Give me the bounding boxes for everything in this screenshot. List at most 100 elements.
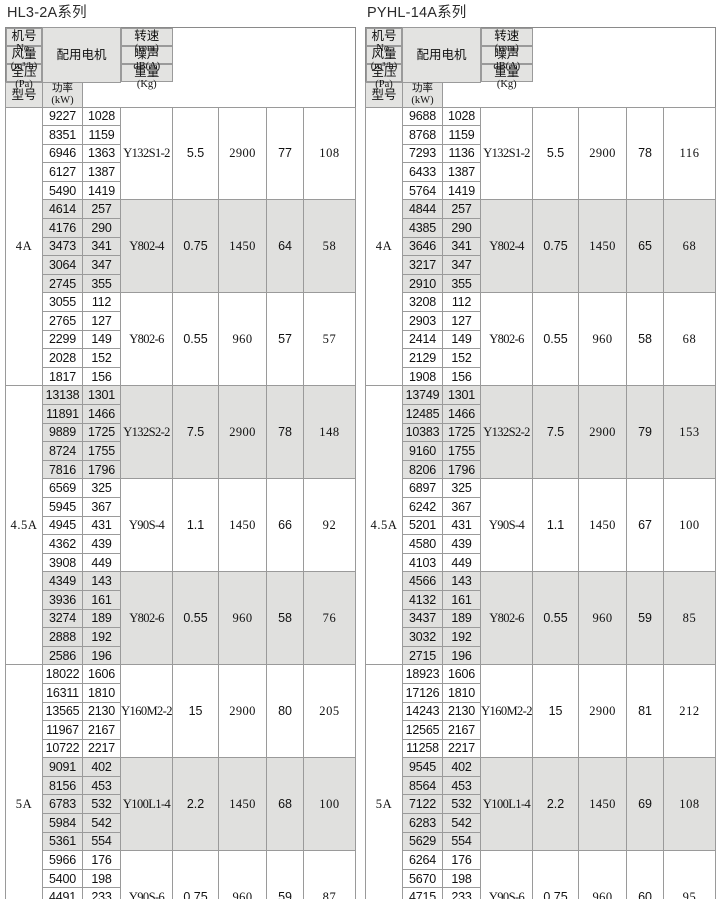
table-row: 7122 532 — [366, 794, 716, 815]
pressure-cell: 341 — [441, 236, 482, 257]
airflow-cell: 2028 — [42, 348, 83, 368]
header-motor-model-right: 型号 — [365, 82, 403, 108]
pressure-cell: 290 — [441, 218, 482, 238]
table-row: 3032 192 — [366, 627, 716, 647]
airflow-cell: 2745 — [42, 273, 83, 294]
table-row: 5984 542 — [6, 813, 356, 833]
machine-no-cell: 4A — [5, 106, 43, 387]
weight-cell: 205 — [303, 664, 357, 759]
table-row: 2903 127 — [366, 311, 716, 331]
motor-power-cell: 7.5 — [532, 385, 580, 480]
header-noise-right: 噪声 dB(A) — [481, 46, 533, 72]
speed-cell: 1450 — [218, 757, 268, 852]
table-row: 4176 290 — [6, 218, 356, 238]
machine-no-cell: 4.5A — [365, 385, 403, 666]
speed-cell: 2900 — [218, 664, 268, 759]
airflow-cell: 4132 — [402, 589, 443, 610]
table-row: 14243 2130 — [366, 701, 716, 722]
airflow-cell: 14243 — [402, 701, 443, 722]
pressure-cell: 149 — [81, 329, 122, 350]
speed-cell: 960 — [218, 292, 268, 387]
pressure-cell: 554 — [81, 831, 122, 852]
pressure-cell: 1159 — [81, 125, 122, 145]
table-row: 4945 431 — [6, 515, 356, 536]
airflow-cell: 3064 — [42, 255, 83, 275]
pressure-cell: 325 — [441, 478, 482, 498]
table-row: 3908 449 — [6, 552, 356, 573]
speed-cell: 2900 — [218, 106, 268, 201]
airflow-cell: 3437 — [402, 608, 443, 629]
table-row: 3437 189 — [366, 608, 716, 629]
header-noise-left: 噪声 dB(A) — [121, 46, 173, 72]
pressure-cell: 1755 — [81, 441, 122, 461]
pressure-cell: 156 — [441, 366, 482, 387]
airflow-cell: 6283 — [402, 813, 443, 833]
table-row: 5490 1419 — [6, 180, 356, 201]
weight-cell: 58 — [303, 199, 357, 294]
motor-model-cell: Y132S2-2 — [480, 385, 534, 480]
table-row: 5670 198 — [366, 868, 716, 889]
table-row: 3646 341 — [366, 236, 716, 257]
pressure-cell: 341 — [81, 236, 122, 257]
noise-cell: 58 — [266, 571, 305, 666]
pressure-cell: 1796 — [81, 459, 122, 480]
table-row: 4A 9688 1028 Y132S1-2 5.5 2900 78 116 — [365, 106, 717, 387]
motor-model-cell: Y132S1-2 — [480, 106, 534, 201]
pressure-cell: 1363 — [81, 143, 122, 164]
airflow-cell: 2910 — [402, 273, 443, 294]
table-row: 5764 1419 — [366, 180, 716, 201]
airflow-cell: 4349 — [42, 571, 83, 591]
airflow-cell: 6264 — [402, 850, 443, 870]
motor-model-cell: Y132S1-2 — [120, 106, 174, 201]
pressure-cell: 2167 — [81, 720, 122, 740]
motor-power-cell: 0.75 — [532, 199, 580, 294]
header-airflow-right: 风量 (m³/h) — [366, 46, 402, 72]
pressure-cell: 325 — [81, 478, 122, 498]
airflow-cell: 5201 — [402, 515, 443, 536]
noise-cell: 64 — [266, 199, 305, 294]
table-row: 1908 156 — [366, 366, 716, 387]
header-machine-no-left: 机号 No. — [6, 28, 42, 54]
table-row: 11258 2217 — [366, 738, 716, 759]
airflow-cell: 6946 — [42, 143, 83, 164]
airflow-cell: 8351 — [42, 125, 83, 145]
table-row: 2028 152 — [6, 348, 356, 368]
airflow-cell: 11258 — [402, 738, 443, 759]
table-body-left: 4A 9227 1028 Y132S1-2 5.5 2900 77 108 8351 1159 69… — [5, 106, 357, 899]
weight-cell: 108 — [303, 106, 357, 201]
table-row: 2745 355 — [6, 273, 356, 294]
pressure-cell: 192 — [81, 627, 122, 647]
airflow-cell: 16311 — [42, 682, 83, 703]
airflow-cell: 9889 — [42, 422, 83, 443]
motor-power-cell: 0.75 — [172, 850, 220, 899]
airflow-cell: 3936 — [42, 589, 83, 610]
table-row: 5966 176 Y90S-6 0.75 960 59 87 — [6, 850, 357, 899]
airflow-cell: 6433 — [402, 162, 443, 182]
pressure-cell: 1419 — [441, 180, 482, 201]
table-row: 16311 1810 — [6, 682, 356, 703]
table-row: 11891 1466 — [6, 404, 356, 424]
table-row: 12485 1466 — [366, 404, 716, 424]
airflow-cell: 5966 — [42, 850, 83, 870]
table-row: 13565 2130 — [6, 701, 356, 722]
airflow-cell: 7122 — [402, 794, 443, 815]
airflow-cell: 3032 — [402, 627, 443, 647]
spec-table-right: 机号 No. 风量 (m³/h) 全压 (Pa) 配用电机 转速 (rpm) 噪声 dB(A) 重量(… — [365, 27, 717, 899]
motor-power-cell: 0.55 — [532, 571, 580, 666]
pressure-cell: 355 — [81, 273, 122, 294]
table-row: 9545 402 Y100L1-4 2.2 1450 69 108 — [366, 757, 717, 852]
machine-no-cell: 5A — [365, 664, 403, 899]
table-row: 2765 127 — [6, 311, 356, 331]
table-row: 5361 554 — [6, 831, 356, 852]
table-row: 6127 1387 — [6, 162, 356, 182]
table-row: 6569 325 Y90S-4 1.1 1450 66 92 — [6, 478, 357, 573]
pressure-cell: 453 — [441, 775, 482, 796]
weight-cell: 87 — [303, 850, 357, 899]
table-row: 4.5A 13749 1301 Y132S2-2 7.5 2900 79 153 — [365, 385, 717, 666]
machine-no-cell: 4.5A — [5, 385, 43, 666]
motor-power-cell: 5.5 — [172, 106, 220, 201]
speed-cell: 2900 — [578, 106, 628, 201]
speed-cell: 960 — [218, 850, 268, 899]
pressure-cell: 112 — [81, 292, 122, 313]
airflow-cell: 5629 — [402, 831, 443, 852]
